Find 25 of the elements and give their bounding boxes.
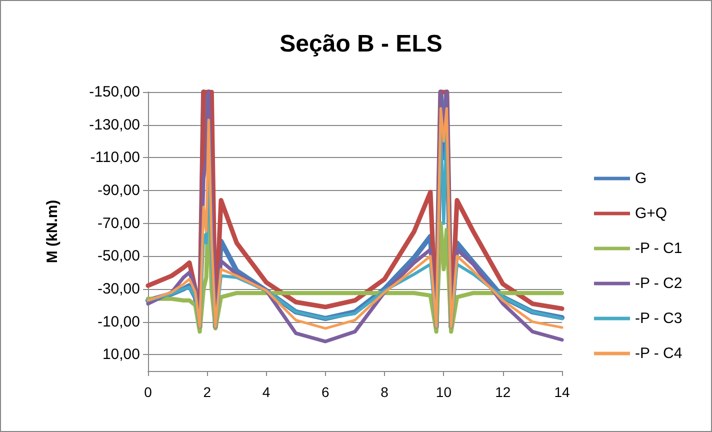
x-tick-label: 6 xyxy=(322,384,330,400)
y-tick-label: -10,00 xyxy=(97,313,140,330)
y-tick-label: -90,00 xyxy=(97,182,140,199)
legend-label: -P - C3 xyxy=(635,310,682,327)
legend-label: -P - C1 xyxy=(635,240,682,257)
legend-label: -P - C2 xyxy=(635,275,682,292)
chart-title: Seção B - ELS xyxy=(280,30,442,58)
y-tick-label: 10,00 xyxy=(102,346,140,364)
x-tick-label: 2 xyxy=(203,384,212,400)
y-tick-label: -130,00 xyxy=(89,116,140,134)
x-tick-label: 10 xyxy=(436,384,452,400)
legend-label: G xyxy=(635,170,647,187)
y-tick-label: -30,00 xyxy=(97,280,140,298)
x-tick-label: 8 xyxy=(380,384,389,400)
y-tick-label: -150,00 xyxy=(89,84,140,100)
y-tick-label: -110,00 xyxy=(90,149,140,166)
legend-label: G+Q xyxy=(635,205,668,222)
y-tick-label: -50,00 xyxy=(97,248,140,265)
x-tick-label: 14 xyxy=(554,384,570,400)
y-tick-label: -70,00 xyxy=(97,214,140,232)
x-tick-label: 4 xyxy=(262,384,270,400)
x-tick-label: 0 xyxy=(144,384,152,400)
y-axis-title: M (kN.m) xyxy=(44,200,61,264)
legend-label: -P - C4 xyxy=(635,345,682,362)
x-tick-label: 12 xyxy=(495,384,511,400)
